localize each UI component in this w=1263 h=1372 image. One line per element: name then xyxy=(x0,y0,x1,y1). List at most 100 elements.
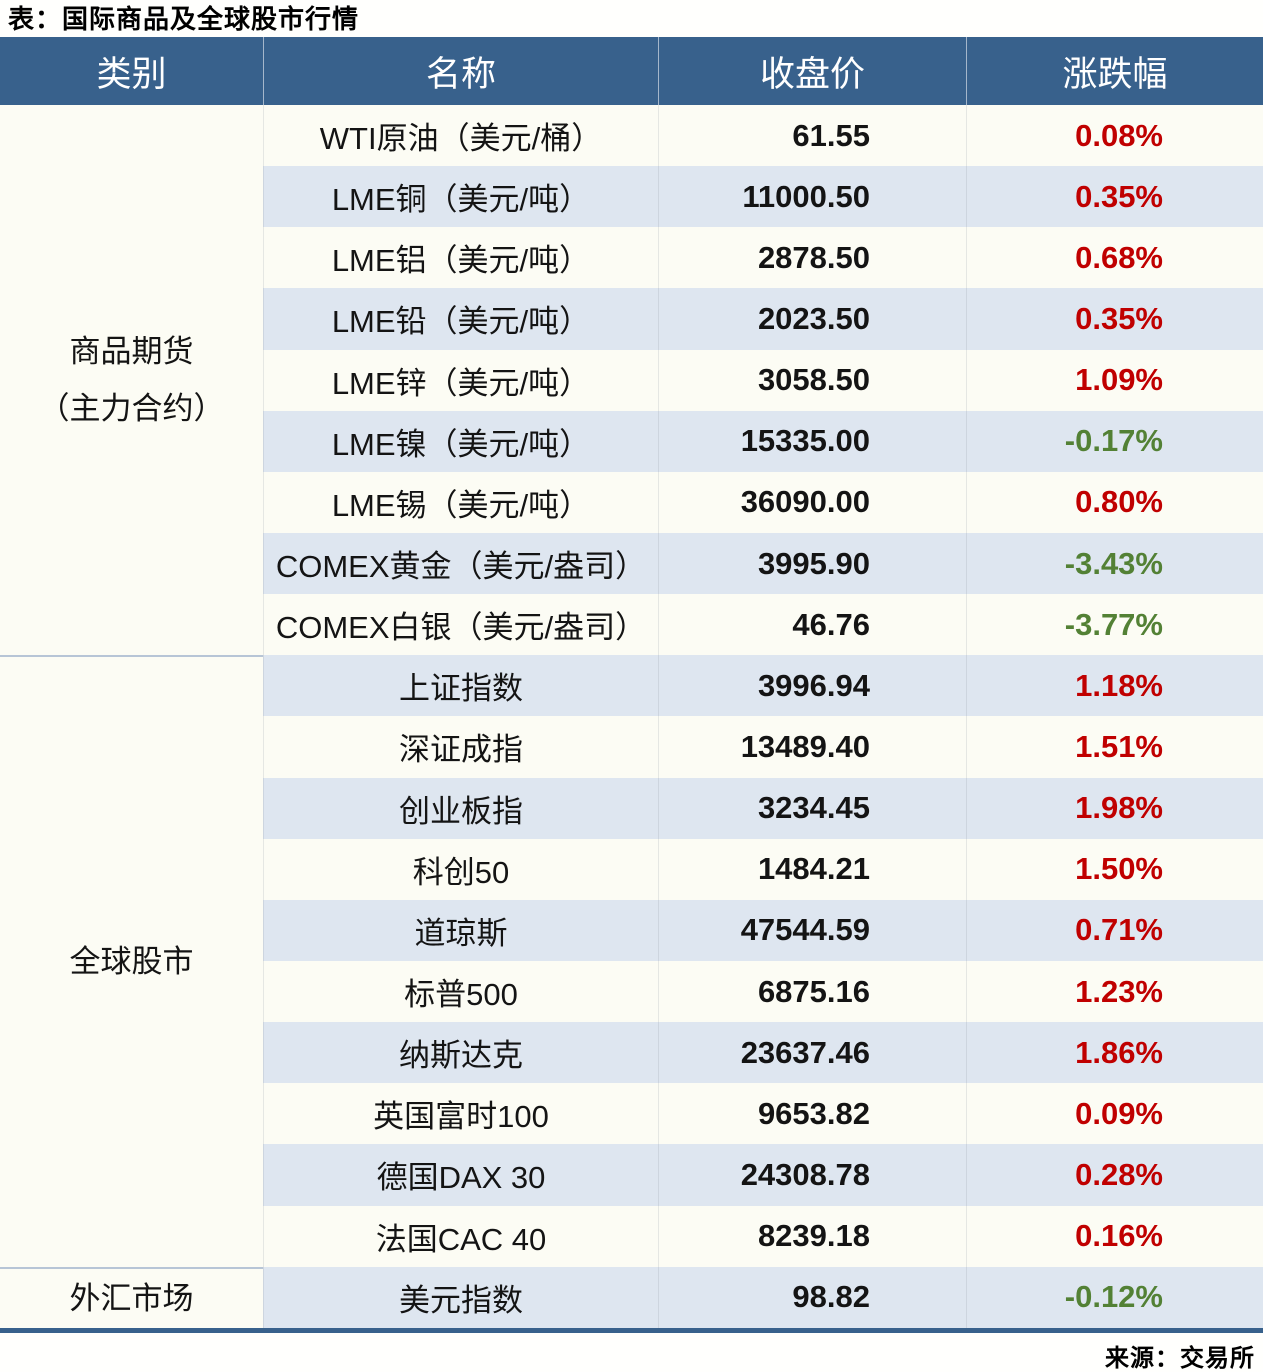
row-change-cell: 1.50% xyxy=(966,838,1263,900)
row-close-cell: 3996.94 xyxy=(658,655,966,717)
row-close-cell: 3995.90 xyxy=(658,532,966,595)
row-close-cell: 47544.59 xyxy=(658,899,966,961)
market-table: 类别 名称 收盘价 涨跌幅 商品期货 （主力合约） 全球股市外汇市场 WTI原油（美… xyxy=(0,37,1263,1333)
table-row: LME铅（美元/吨） 2023.50 0.35% xyxy=(263,288,1263,350)
header-close: 收盘价 xyxy=(658,37,966,105)
row-close-cell: 3234.45 xyxy=(658,777,966,839)
row-name-cell: 创业板指 xyxy=(263,777,658,839)
table-row: COMEX黄金（美元/盎司） 3995.90 -3.43% xyxy=(263,532,1263,595)
row-change-cell: 1.23% xyxy=(966,960,1263,1023)
row-change-cell: 0.08% xyxy=(966,105,1263,167)
table-row: 创业板指 3234.45 1.98% xyxy=(263,777,1263,839)
row-change-cell: 1.18% xyxy=(966,655,1263,717)
row-close-cell: 61.55 xyxy=(658,105,966,167)
row-change-cell: -3.43% xyxy=(966,532,1263,595)
row-close-cell: 46.76 xyxy=(658,594,966,656)
row-name-cell: WTI原油（美元/桶） xyxy=(263,105,658,167)
row-close-cell: 1484.21 xyxy=(658,838,966,900)
row-name-cell: LME铅（美元/吨） xyxy=(263,288,658,350)
row-close-cell: 6875.16 xyxy=(658,960,966,1023)
row-change-cell: 0.35% xyxy=(966,288,1263,350)
table-row: LME镍（美元/吨） 15335.00 -0.17% xyxy=(263,410,1263,472)
row-close-cell: 98.82 xyxy=(658,1266,966,1328)
row-change-cell: 0.09% xyxy=(966,1083,1263,1145)
row-name-cell: 上证指数 xyxy=(263,655,658,717)
row-close-cell: 3058.50 xyxy=(658,349,966,411)
header-category: 类别 xyxy=(96,54,167,94)
row-change-cell: 1.51% xyxy=(966,716,1263,778)
table-row: LME锌（美元/吨） 3058.50 1.09% xyxy=(263,349,1263,411)
row-name-cell: 道琼斯 xyxy=(263,899,658,961)
table-row: LME铝（美元/吨） 2878.50 0.68% xyxy=(263,227,1263,289)
row-name-cell: COMEX白银（美元/盎司） xyxy=(263,594,658,656)
rows-column: WTI原油（美元/桶） 61.55 0.08% LME铜（美元/吨） 11000.50 0… xyxy=(263,105,1263,1328)
row-name-cell: 美元指数 xyxy=(263,1266,658,1328)
table-row: 道琼斯 47544.59 0.71% xyxy=(263,899,1263,961)
row-close-cell: 2023.50 xyxy=(658,288,966,350)
row-change-cell: 0.35% xyxy=(966,166,1263,228)
row-name-cell: 纳斯达克 xyxy=(263,1022,658,1084)
category-label-line: 商品期货 xyxy=(69,333,194,369)
category-cell: 全球股市 xyxy=(0,655,263,1267)
row-close-cell: 15335.00 xyxy=(658,410,966,472)
table-row: 法国CAC 40 8239.18 0.16% xyxy=(263,1205,1263,1267)
row-close-cell: 36090.00 xyxy=(658,471,966,533)
category-label-line: 全球股市 xyxy=(69,944,194,980)
row-name-cell: 标普500 xyxy=(263,960,658,1023)
row-change-cell: -0.17% xyxy=(966,410,1263,472)
row-close-cell: 8239.18 xyxy=(658,1205,966,1267)
row-name-cell: 英国富时100 xyxy=(263,1083,658,1145)
row-change-cell: 1.09% xyxy=(966,349,1263,411)
row-name-cell: 法国CAC 40 xyxy=(263,1205,658,1267)
table-row: 科创50 1484.21 1.50% xyxy=(263,838,1263,900)
page-title: 表：国际商品及全球股市行情 xyxy=(8,4,360,34)
table-row: 标普500 6875.16 1.23% xyxy=(263,960,1263,1023)
row-name-cell: COMEX黄金（美元/盎司） xyxy=(263,532,658,595)
table-row: COMEX白银（美元/盎司） 46.76 -3.77% xyxy=(263,594,1263,656)
row-name-cell: LME铜（美元/吨） xyxy=(263,166,658,228)
row-name-cell: LME锌（美元/吨） xyxy=(263,349,658,411)
table-body: 商品期货 （主力合约） 全球股市外汇市场 WTI原油（美元/桶） 61.55 0.08%… xyxy=(0,105,1263,1328)
row-change-cell: 1.98% xyxy=(966,777,1263,839)
row-close-cell: 13489.40 xyxy=(658,716,966,778)
header-change: 涨跌幅 xyxy=(966,37,1263,105)
row-close-cell: 24308.78 xyxy=(658,1144,966,1206)
table-row: 美元指数 98.82 -0.12% xyxy=(263,1266,1263,1328)
row-name-cell: LME锡（美元/吨） xyxy=(263,471,658,533)
table-row: 深证成指 13489.40 1.51% xyxy=(263,716,1263,778)
row-name-cell: LME镍（美元/吨） xyxy=(263,410,658,472)
row-change-cell: -0.12% xyxy=(966,1266,1263,1328)
row-change-cell: 0.80% xyxy=(966,471,1263,533)
row-name-cell: 德国DAX 30 xyxy=(263,1144,658,1206)
table-row: LME铜（美元/吨） 11000.50 0.35% xyxy=(263,166,1263,228)
row-close-cell: 9653.82 xyxy=(658,1083,966,1145)
category-label-line: （主力合约） xyxy=(38,391,225,427)
row-name-cell: 深证成指 xyxy=(263,716,658,778)
category-label-line: 外汇市场 xyxy=(69,1280,194,1316)
row-change-cell: 1.86% xyxy=(966,1022,1263,1084)
header-name: 名称 xyxy=(263,37,658,105)
table-row: 纳斯达克 23637.46 1.86% xyxy=(263,1022,1263,1084)
table-bottom-rule xyxy=(0,1327,1263,1333)
row-change-cell: 0.71% xyxy=(966,899,1263,961)
table-header-row: 类别 名称 收盘价 涨跌幅 xyxy=(0,37,1263,105)
row-change-cell: -3.77% xyxy=(966,594,1263,656)
table-row: 上证指数 3996.94 1.18% xyxy=(263,655,1263,717)
table-row: LME锡（美元/吨） 36090.00 0.80% xyxy=(263,471,1263,533)
row-change-cell: 0.16% xyxy=(966,1205,1263,1267)
table-row: 英国富时100 9653.82 0.09% xyxy=(263,1083,1263,1145)
row-close-cell: 2878.50 xyxy=(658,227,966,289)
row-close-cell: 23637.46 xyxy=(658,1022,966,1084)
row-change-cell: 0.68% xyxy=(966,227,1263,289)
row-change-cell: 0.28% xyxy=(966,1144,1263,1206)
table-row: WTI原油（美元/桶） 61.55 0.08% xyxy=(263,105,1263,167)
row-close-cell: 11000.50 xyxy=(658,166,966,228)
category-column: 商品期货 （主力合约） 全球股市外汇市场 xyxy=(0,105,263,1328)
category-cell: 外汇市场 xyxy=(0,1266,263,1328)
row-name-cell: 科创50 xyxy=(263,838,658,900)
row-name-cell: LME铝（美元/吨） xyxy=(263,227,658,289)
table-row: 德国DAX 30 24308.78 0.28% xyxy=(263,1144,1263,1206)
category-cell: 商品期货 （主力合约） xyxy=(0,105,263,655)
source-note: 来源：交易所 xyxy=(1105,1344,1255,1372)
